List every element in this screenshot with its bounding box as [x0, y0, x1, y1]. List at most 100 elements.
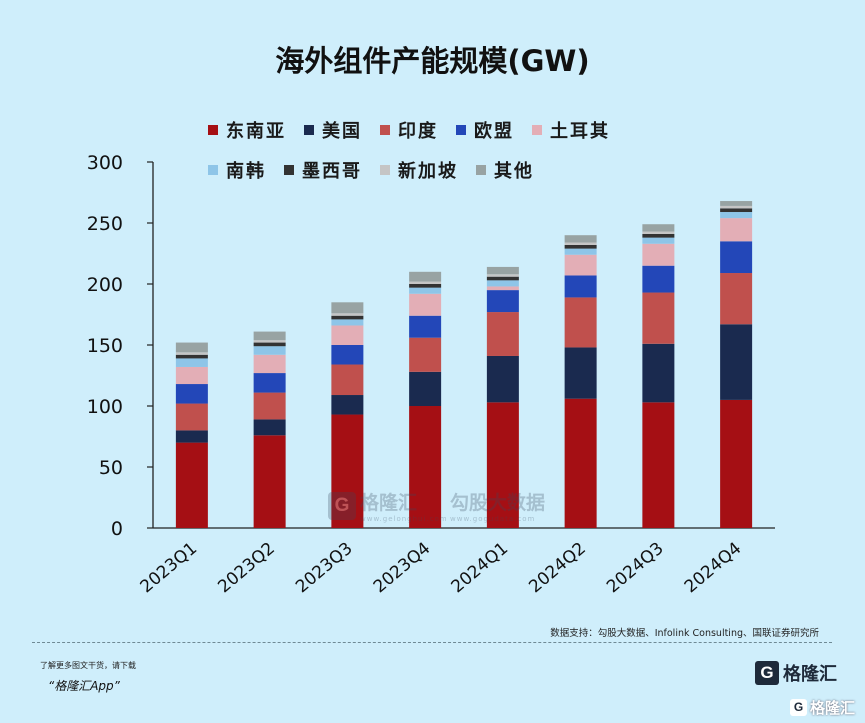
legend-label: 新加坡	[398, 161, 458, 182]
legend-item: 墨西哥	[284, 157, 362, 183]
bar-segment	[720, 324, 753, 400]
gogudata-watermark: 勾股大数据 www.gogudata.com	[450, 488, 545, 523]
legend-item: 南韩	[208, 157, 266, 183]
app-name-link[interactable]: “格隆汇App”	[48, 679, 120, 693]
bar-segment	[331, 313, 364, 316]
bar-segment	[564, 244, 597, 249]
legend-swatch	[380, 165, 390, 175]
legend-item: 新加坡	[380, 157, 458, 183]
x-tick-label: 2024Q1	[448, 539, 513, 598]
legend-swatch	[304, 125, 314, 135]
bar-segment	[253, 346, 286, 355]
bar-segment	[720, 201, 753, 206]
gelonghui-watermark: G 格隆汇 www.gelonghui.com	[328, 488, 448, 523]
bar-segment	[642, 265, 675, 293]
bar-segment	[486, 402, 519, 528]
legend-item: 美国	[304, 117, 362, 143]
chart-title: 海外组件产能规模(GW)	[275, 44, 590, 78]
y-tick-label: 0	[111, 518, 123, 540]
x-tick-label: 2024Q3	[603, 539, 668, 598]
bar-segment	[253, 419, 286, 436]
bar-segment	[564, 275, 597, 298]
legend-label: 印度	[398, 121, 438, 142]
corner-logo-icon: G	[790, 699, 807, 716]
bar-segment	[486, 266, 519, 275]
bar-segment	[486, 280, 519, 287]
bar-segment	[175, 354, 208, 359]
bar-segment	[720, 399, 753, 528]
bar-segment	[486, 286, 519, 291]
bar-segment	[409, 281, 442, 284]
bar-segment	[564, 254, 597, 276]
legend-item: 东南亚	[208, 117, 286, 143]
legend-label: 墨西哥	[302, 161, 362, 182]
data-source-note: 数据支持：勾股大数据、Infolink Consulting、国联证券研究所	[550, 628, 819, 639]
legend-swatch	[476, 165, 486, 175]
bar-segment	[720, 241, 753, 274]
bar-segment	[409, 287, 442, 294]
legend-item: 其他	[476, 157, 534, 183]
footer-divider	[32, 642, 832, 643]
bar-segment	[175, 352, 208, 355]
bar-segment	[486, 276, 519, 281]
legend-label: 其他	[494, 161, 534, 182]
legend-label: 美国	[322, 121, 362, 142]
watermark-brand: 格隆汇	[360, 492, 418, 514]
x-tick-label: 2023Q4	[370, 539, 435, 598]
y-tick-label: 250	[87, 213, 123, 235]
bar-segment	[409, 293, 442, 316]
bar-segment	[564, 297, 597, 348]
bar-segment	[175, 358, 208, 367]
bar-segment	[642, 237, 675, 244]
bar-segment	[175, 366, 208, 385]
legend-item: 欧盟	[456, 117, 514, 143]
bar-segment	[409, 337, 442, 372]
bar-segment	[642, 343, 675, 403]
bar-segment	[564, 242, 597, 245]
bar-segment	[253, 342, 286, 347]
bar-segment	[331, 414, 364, 528]
bar-segment	[720, 212, 753, 219]
bar-segment	[175, 442, 208, 528]
legend-label: 南韩	[226, 161, 266, 182]
bar-segment	[720, 205, 753, 209]
footer-logo[interactable]: G 格隆汇	[755, 660, 837, 686]
legend-row: 南韩 墨西哥 新加坡 其他	[208, 150, 708, 190]
bar-segment	[486, 290, 519, 313]
bar-segment	[175, 384, 208, 404]
legend-item: 印度	[380, 117, 438, 143]
bar-segment	[331, 319, 364, 326]
bar-segment	[486, 355, 519, 403]
legend-swatch	[208, 125, 218, 135]
bar-segment	[253, 331, 286, 341]
legend-label: 东南亚	[226, 121, 286, 142]
bar-segment	[564, 347, 597, 399]
bar-segment	[175, 342, 208, 353]
bar-segment	[253, 373, 286, 393]
bar-segment	[564, 398, 597, 528]
watermark-url-2: www.gogudata.com	[450, 515, 536, 523]
y-tick-label: 300	[87, 152, 123, 174]
legend-swatch	[380, 125, 390, 135]
legend-row: 东南亚 美国 印度 欧盟 土耳其	[208, 110, 708, 150]
bar-segment	[331, 315, 364, 320]
bar-segment	[642, 292, 675, 344]
bar-segment	[642, 233, 675, 238]
watermark-url: www.gelonghui.com	[360, 515, 448, 523]
bar-segment	[564, 235, 597, 243]
bar-segment	[486, 312, 519, 356]
y-tick-label: 50	[99, 457, 123, 479]
bar-segment	[331, 345, 364, 365]
bar-segment	[409, 371, 442, 406]
bar-segment	[642, 224, 675, 232]
footer-logo-text: 格隆汇	[783, 664, 837, 685]
bar-segment	[642, 402, 675, 528]
bar-segment	[331, 302, 364, 314]
bar-segment	[409, 284, 442, 288]
bar-segment	[720, 273, 753, 325]
legend-swatch	[532, 125, 542, 135]
x-tick-label: 2023Q1	[137, 539, 202, 598]
x-tick-label: 2024Q2	[525, 539, 590, 598]
bar-segment	[642, 243, 675, 266]
gelonghui-logo-icon: G	[328, 491, 356, 520]
